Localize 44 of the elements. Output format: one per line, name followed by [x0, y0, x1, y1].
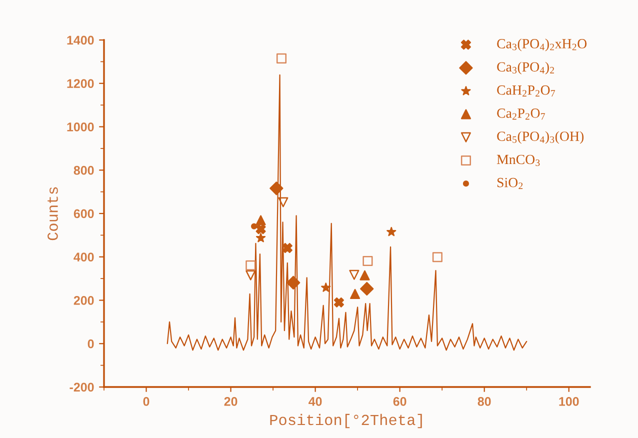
x-tick-label: 0	[143, 397, 150, 406]
y-tick-label: 1000	[67, 122, 94, 132]
y-tick-label: 200	[74, 296, 94, 305]
point	[360, 270, 370, 280]
point	[282, 242, 292, 253]
legend-label: Ca$_{2}$P$_{2}$O$_{7}$	[497, 108, 545, 120]
y-tick-label: -200	[70, 382, 94, 392]
point	[386, 226, 396, 236]
legend-label: MnCO$_{3}$	[496, 154, 540, 166]
point	[256, 224, 266, 234]
point	[256, 215, 266, 226]
y-tick-label: 800	[74, 166, 94, 175]
point	[334, 297, 344, 308]
x-tick-label: 60	[393, 397, 406, 406]
point	[432, 252, 442, 262]
point	[250, 223, 258, 230]
point	[246, 270, 256, 280]
point	[278, 197, 288, 208]
x-axis-title: Position[°2Theta]	[270, 414, 422, 428]
x-tick-label: 40	[308, 397, 322, 406]
x-tick-label: 80	[478, 397, 491, 406]
legend-label: Ca$_{5}$(PO$_{4}$)$_{3}$(OH)	[497, 131, 584, 144]
y-tick-label: 1400	[67, 36, 94, 45]
y-tick-label: 1200	[67, 79, 94, 88]
legend-label: SiO$_{2}$	[497, 178, 523, 190]
x-tick-label: 20	[224, 397, 238, 406]
y-tick-label: 600	[74, 209, 94, 218]
point	[350, 288, 360, 299]
point	[321, 282, 331, 292]
point	[246, 260, 256, 270]
point	[349, 270, 360, 280]
point	[286, 276, 300, 290]
y-tick-label: 0	[88, 339, 94, 348]
y-axis-title: Counts	[48, 187, 58, 240]
x-tick-label: 100	[559, 397, 579, 406]
text: Ca$_{3}$(PO$_{4}$)$_{2}$xH$_{2}$O	[497, 38, 587, 52]
point	[360, 282, 374, 296]
y-tick-label: 400	[74, 252, 94, 262]
legend-label: Ca$_{3}$(PO$_{4}$)$_{2}$	[497, 62, 554, 74]
legend-label: CaH$_{2}$P$_{2}$O$_{7}$	[497, 85, 556, 97]
point	[270, 182, 284, 196]
point	[276, 53, 287, 64]
point	[362, 256, 373, 266]
point	[256, 232, 266, 242]
